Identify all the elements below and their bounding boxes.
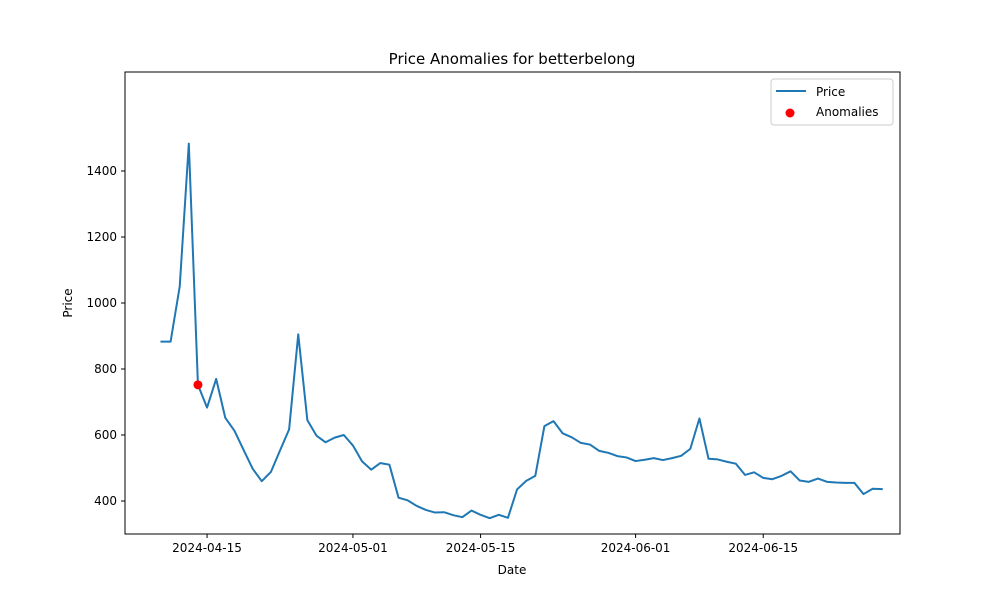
x-tick-label: 2024-06-01 <box>601 541 671 555</box>
x-tick-label: 2024-05-15 <box>446 541 516 555</box>
x-tick-label: 2024-04-15 <box>172 541 242 555</box>
anomaly-point <box>193 380 203 390</box>
x-axis-label: Date <box>498 563 527 577</box>
plot-frame <box>124 71 901 535</box>
y-tick-label: 1200 <box>86 230 117 244</box>
price-series-line <box>160 142 883 520</box>
y-tick-label: 400 <box>94 494 117 508</box>
x-axis-ticks: 2024-04-15 2024-05-01 2024-05-15 2024-06-01… <box>172 534 798 555</box>
legend-price-label: Price <box>816 85 845 99</box>
x-tick-label: 2024-05-01 <box>318 541 388 555</box>
chart-title: Price Anomalies for betterbelong <box>389 50 636 68</box>
y-tick-label: 1400 <box>86 164 117 178</box>
legend-anomalies-marker <box>785 108 795 118</box>
y-axis-label: Price <box>61 288 75 317</box>
legend-anomalies-label: Anomalies <box>816 105 879 119</box>
y-tick-label: 600 <box>94 428 117 442</box>
y-tick-label: 800 <box>94 362 117 376</box>
series-layer <box>160 142 883 520</box>
legend: Price Anomalies <box>770 78 894 126</box>
x-tick-label: 2024-06-15 <box>728 541 798 555</box>
y-axis-ticks: 400 600 800 1000 1200 1400 <box>86 164 125 508</box>
y-tick-label: 1000 <box>86 296 117 310</box>
plot-area <box>125 72 900 534</box>
